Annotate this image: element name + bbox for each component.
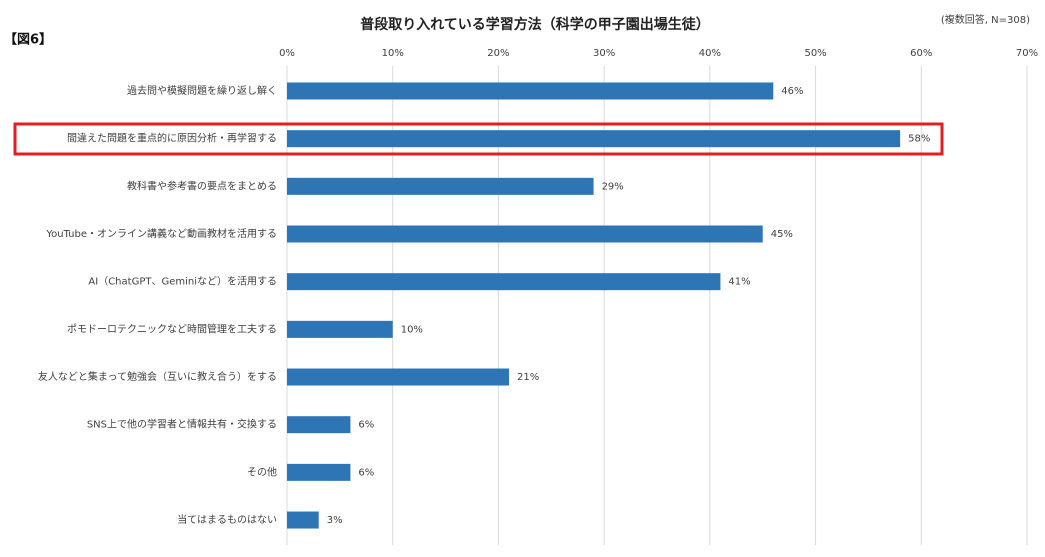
value-label: 41%: [728, 277, 750, 288]
x-tick-label: 30%: [593, 48, 615, 59]
y-tick-label: 間違えた問題を重点的に原因分析・再学習する: [67, 132, 277, 145]
bar: [287, 320, 393, 338]
y-tick-label: 過去問や模擬問題を繰り返し解く: [127, 84, 277, 97]
bar: [287, 416, 351, 434]
y-tick-label: SNS上で他の学習者と情報共有・交換する: [87, 418, 277, 431]
figure-label: 【図6】: [4, 32, 52, 48]
x-tick-label: 70%: [1016, 48, 1038, 59]
bar: [287, 273, 721, 291]
x-tick-label: 10%: [382, 48, 404, 59]
bar: [287, 511, 319, 529]
value-label: 10%: [401, 324, 423, 335]
bar: [287, 130, 901, 148]
y-tick-label: 当てはまるものはない: [177, 513, 277, 526]
highlight-box: [13, 122, 944, 156]
value-label: 46%: [781, 86, 803, 97]
x-tick-label: 60%: [910, 48, 932, 59]
value-label: 3%: [327, 515, 343, 526]
bar: [287, 177, 594, 195]
x-tick-label: 0%: [279, 48, 295, 59]
y-tick-label: 友人などと集まって勉強会（互いに教え合う）をする: [38, 370, 277, 383]
value-label: 6%: [358, 420, 374, 431]
x-tick-label: 50%: [804, 48, 826, 59]
bar: [287, 368, 509, 386]
y-tick-label: AI（ChatGPT、Geminiなど）を活用する: [88, 276, 277, 288]
y-tick-label: その他: [247, 465, 277, 478]
bar: [287, 463, 351, 481]
bar: [287, 225, 763, 243]
x-tick-label: 20%: [487, 48, 509, 59]
value-label: 58%: [908, 134, 930, 145]
chart-title: 普段取り入れている学習方法（科学の甲子園出場生徒）: [360, 16, 710, 33]
value-label: 29%: [602, 181, 624, 192]
y-tick-label: ポモドーロテクニックなど時間管理を工夫する: [67, 322, 277, 335]
y-tick-label: YouTube・オンライン講義など動画教材を活用する: [45, 227, 277, 240]
x-tick-label: 40%: [699, 48, 721, 59]
bar: [287, 82, 774, 100]
value-label: 21%: [517, 372, 539, 383]
y-tick-label: 教科書や参考書の要点をまとめる: [127, 179, 277, 192]
note: (複数回答, N=308): [941, 13, 1030, 26]
value-label: 6%: [358, 467, 374, 478]
value-label: 45%: [771, 229, 793, 240]
